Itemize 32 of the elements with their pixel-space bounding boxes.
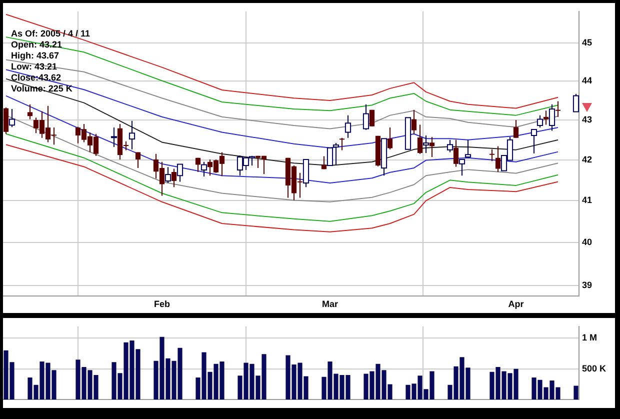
- candlestick: [429, 136, 435, 158]
- candlestick: [321, 156, 327, 170]
- candlestick: [27, 104, 33, 120]
- bar: [574, 386, 578, 400]
- candlestick: [195, 157, 201, 172]
- candlestick: [495, 146, 501, 172]
- y-tick-label: 41: [582, 195, 592, 206]
- annotation: Low: 43.21: [11, 61, 58, 72]
- annotation: High: 43.67: [11, 50, 60, 60]
- candlestick: [339, 137, 345, 151]
- candlestick: [489, 148, 495, 162]
- candlestick: [171, 168, 177, 188]
- candlestick: [513, 120, 519, 138]
- candlestick: [387, 127, 393, 150]
- y-tick-label: 44: [582, 76, 592, 86]
- y-tick-label: 1 M: [582, 332, 598, 343]
- x-tick-label: Apr: [508, 299, 524, 310]
- candlestick: [411, 109, 417, 134]
- y-tick-label: 45: [582, 38, 592, 48]
- y-tick-label: 39: [582, 280, 592, 290]
- x-tick-label: Feb: [154, 299, 170, 310]
- y-tick-label: 42: [582, 154, 592, 164]
- candlestick: [369, 109, 375, 127]
- candlestick: [135, 152, 141, 168]
- y-tick-label: 40: [582, 236, 592, 247]
- candlestick: [453, 139, 459, 168]
- y-tick-label: 43: [582, 114, 592, 125]
- x-tick-label: Mar: [322, 299, 338, 310]
- candlestick: [555, 100, 561, 118]
- candlestick: [417, 124, 423, 154]
- candlestick: [3, 106, 9, 134]
- y-tick-label: 500 K: [582, 363, 607, 374]
